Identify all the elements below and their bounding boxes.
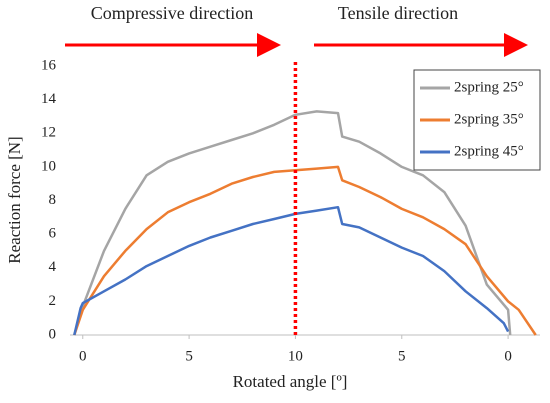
y-tick-label: 14 (41, 91, 57, 107)
annotation: Tensile direction (338, 3, 458, 23)
data-line (73, 110, 512, 336)
annotation: Compressive direction (91, 3, 253, 23)
y-tick-label: 16 (41, 57, 57, 73)
y-tick-label: 8 (49, 192, 57, 208)
x-tick-label: 10 (288, 348, 303, 364)
x-tick-label: 5 (398, 348, 406, 364)
x-axis-label: Rotated angle [º] (233, 372, 348, 391)
x-tick-label: 0 (79, 348, 87, 364)
x-tick-label: 0 (504, 348, 512, 364)
y-tick-label: 4 (49, 259, 57, 275)
legend-label: 2spring 45° (454, 143, 524, 159)
legend-label: 2spring 35° (454, 111, 524, 127)
data-line (73, 205, 510, 336)
y-tick-label: 10 (41, 158, 56, 174)
y-tick-label: 12 (41, 125, 56, 141)
y-tick-label: 6 (49, 226, 57, 242)
data-line (73, 165, 537, 336)
x-tick-label: 5 (185, 348, 193, 364)
legend-label: 2spring 25° (454, 79, 524, 95)
y-tick-label: 0 (49, 326, 57, 342)
y-tick-label: 2 (49, 293, 57, 309)
y-axis-label: Reaction force [N] (5, 136, 24, 263)
